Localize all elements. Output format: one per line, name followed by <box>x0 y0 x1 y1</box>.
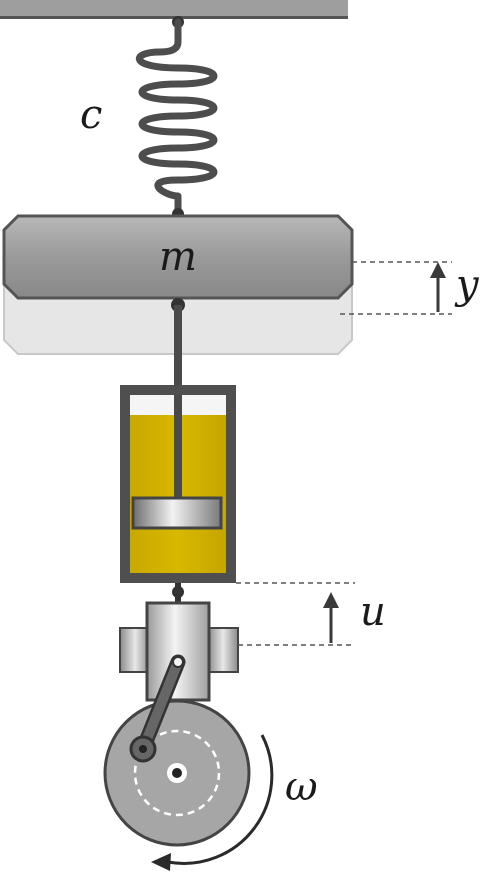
connector-rod <box>175 583 181 603</box>
piston-rod-inside <box>174 395 182 505</box>
wheel-axle-center <box>172 768 182 778</box>
rotation-arrow-head <box>151 853 171 871</box>
crank <box>129 654 186 763</box>
u-arrow-head <box>323 592 339 608</box>
spring-label: c <box>80 92 102 138</box>
guide-right <box>207 627 239 673</box>
wheel <box>103 699 251 847</box>
wheel-dashed-path <box>133 729 221 817</box>
crank-top-pin <box>172 656 184 668</box>
mass-label: m <box>159 234 197 280</box>
ceiling-edge <box>0 16 348 19</box>
angular-velocity-label: ω <box>285 764 318 810</box>
y-label: y <box>454 262 480 308</box>
ceiling <box>0 0 348 18</box>
damper <box>120 385 236 583</box>
spring-coil <box>136 18 218 216</box>
rotation-arrow <box>167 734 274 865</box>
crank-bottom-pin <box>139 745 147 753</box>
slider <box>145 601 211 702</box>
mass-block <box>2 214 354 300</box>
spring <box>136 16 218 220</box>
y-arrow-head <box>430 262 446 278</box>
piston <box>131 496 223 530</box>
u-label: u <box>360 589 386 635</box>
crank-arm-fill <box>138 657 183 754</box>
